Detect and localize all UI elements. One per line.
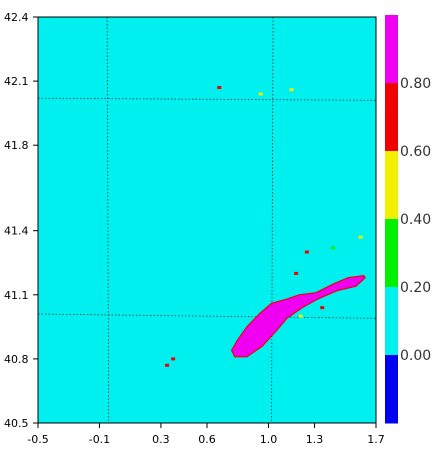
heatmap-cell bbox=[358, 235, 363, 239]
x-tick-label: 1.3 bbox=[306, 433, 324, 446]
y-tick-label: 40.5 bbox=[4, 417, 29, 430]
colorbar-bin bbox=[385, 15, 398, 84]
plot-area bbox=[38, 17, 376, 423]
boundary-lines bbox=[38, 17, 376, 423]
heatmap-cell bbox=[304, 250, 309, 254]
x-tick-label: 0.6 bbox=[198, 433, 216, 446]
colorbar-label: 0.20 bbox=[400, 280, 431, 296]
x-tick-label: 1.7 bbox=[367, 433, 385, 446]
heatmap-background bbox=[38, 17, 376, 423]
boundary-line bbox=[106, 17, 110, 423]
x-tick-label: -0.1 bbox=[89, 433, 110, 446]
colorbar-bin bbox=[385, 287, 398, 356]
high-value-region bbox=[231, 275, 366, 358]
y-tick-label: 40.8 bbox=[4, 353, 29, 366]
heatmap-cell bbox=[330, 246, 335, 250]
y-tick-label: 41.4 bbox=[4, 225, 29, 238]
x-axis: -0.5 -0.1 0.3 0.6 1.0 1.3 1.7 bbox=[27, 423, 385, 446]
colorbar-label: 0.60 bbox=[400, 144, 431, 160]
x-tick-label: 1.0 bbox=[260, 433, 278, 446]
y-tick-label: 42.1 bbox=[4, 75, 29, 88]
colorbar-label: 0.00 bbox=[400, 348, 431, 364]
colorbar: 0.00 0.20 0.40 0.60 0.80 bbox=[385, 15, 431, 424]
y-tick-label: 41.1 bbox=[4, 289, 29, 302]
colorbar-label: 0.80 bbox=[400, 76, 431, 92]
y-tick-label: 41.8 bbox=[4, 139, 29, 152]
y-axis: 40.5 40.8 41.1 41.4 41.8 42.1 42.4 bbox=[4, 11, 38, 430]
heatmap-cell bbox=[217, 86, 222, 90]
colorbar-bin bbox=[385, 355, 398, 424]
heatmap-cell bbox=[294, 271, 299, 275]
heatmap-cell bbox=[171, 357, 176, 361]
y-tick-label: 42.4 bbox=[4, 11, 29, 24]
heatmap-cell bbox=[298, 314, 303, 318]
heatmap-cell bbox=[165, 363, 170, 367]
x-tick-label: -0.5 bbox=[27, 433, 48, 446]
heatmap-cell bbox=[289, 88, 294, 92]
colorbar-bin bbox=[385, 83, 398, 152]
heatmap-cell bbox=[258, 92, 263, 96]
colorbar-label: 0.40 bbox=[400, 212, 431, 228]
heatmap-cell bbox=[320, 306, 325, 310]
x-tick-label: 0.3 bbox=[152, 433, 170, 446]
boundary-line bbox=[38, 97, 376, 101]
boundary-line bbox=[38, 313, 376, 319]
boundary-line bbox=[271, 17, 274, 423]
colorbar-bin bbox=[385, 219, 398, 288]
colorbar-bin bbox=[385, 151, 398, 220]
high-value-region-layer bbox=[231, 275, 366, 358]
scattered-cells-layer bbox=[165, 86, 363, 367]
